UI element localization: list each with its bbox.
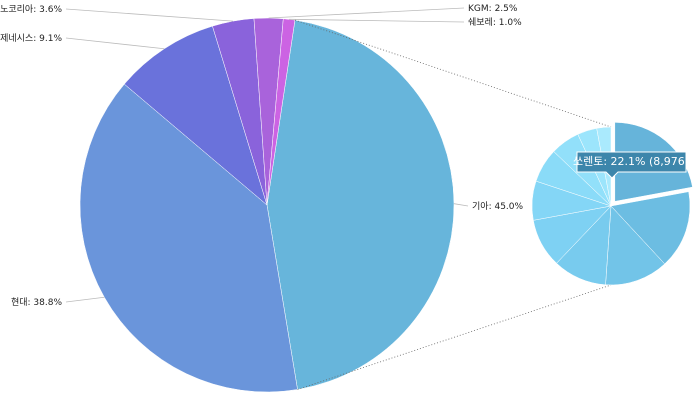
leader-line xyxy=(65,8,234,22)
leader-line xyxy=(268,7,465,19)
separator: : xyxy=(489,4,495,14)
pie-slice xyxy=(266,19,455,390)
value-label: 45.0% xyxy=(494,202,523,212)
separator: : xyxy=(493,18,499,28)
data-label: 쉐보레: 1.0% xyxy=(468,17,522,28)
value-label: 38.8% xyxy=(33,298,62,308)
category-name: 현대 xyxy=(11,297,28,308)
category-name: KGM xyxy=(468,4,489,14)
leader-line xyxy=(65,37,165,50)
tooltip-text: 쏘렌토: 22.1% (8,976) xyxy=(573,155,689,168)
category-name: 기아 xyxy=(472,201,489,212)
value-label: 3.6% xyxy=(39,5,62,15)
data-label: KGM: 2.5% xyxy=(468,4,518,14)
pie-slice xyxy=(605,205,666,286)
category-name: 쉐보레 xyxy=(468,17,493,28)
pie-slice xyxy=(266,18,296,206)
leader-line xyxy=(289,18,465,23)
data-label: 현대: 38.8% xyxy=(11,297,63,308)
data-label: 르노코리아: 3.6% xyxy=(0,4,62,15)
separator: : xyxy=(28,298,34,308)
data-label: 기아: 45.0% xyxy=(472,201,524,212)
pie-slice xyxy=(610,191,691,265)
category-name: 제네시스 xyxy=(0,33,33,44)
data-label: 제네시스: 9.1% xyxy=(0,33,62,44)
separator: : xyxy=(489,202,495,212)
value-label: 9.1% xyxy=(39,34,62,44)
tooltip: 쏘렌토: 22.1% (8,976) xyxy=(573,151,689,179)
leader-line xyxy=(65,296,105,303)
separator: : xyxy=(33,34,39,44)
category-name: 르노코리아 xyxy=(0,4,34,15)
leader-line xyxy=(453,203,469,207)
tooltip-box xyxy=(576,151,687,179)
value-label: 1.0% xyxy=(499,18,522,28)
connector xyxy=(297,284,612,390)
separator: : xyxy=(33,5,39,15)
pie-slice xyxy=(79,83,298,393)
value-label: 2.5% xyxy=(495,4,518,14)
